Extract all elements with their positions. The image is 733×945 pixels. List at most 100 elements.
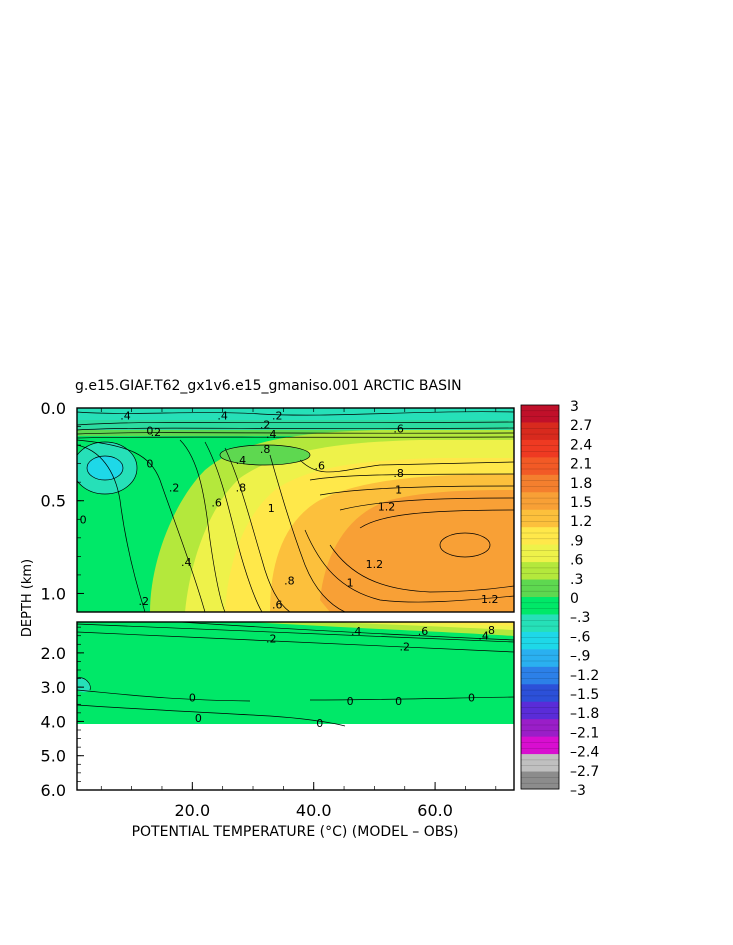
colorbar-label: 1.2 [570,514,592,530]
colorbar-swatch [521,719,559,738]
warm-core [439,532,491,558]
colorbar-label: 2.7 [570,418,592,434]
contour-label: 0 [195,712,202,725]
colorbar-swatch [521,457,559,476]
cold-pocket-west-inner [87,456,123,480]
surface-band-teal [77,420,514,430]
contour-label: 1 [347,576,354,589]
colorbar-swatch [521,492,559,511]
colorbar-label: 1.5 [570,495,592,511]
contour-label: .6 [418,625,429,638]
colorbar-label: –1.5 [570,687,599,703]
y-axis: 0.0 0.5 1.0 2.0 3.0 4.0 5.0 6.0 [41,399,84,800]
colorbar-swatch [521,684,559,703]
contour-label: .2 [260,419,271,432]
x-axis: 20.0 40.0 60.0 [100,408,497,820]
upper-panel-frame [76,407,515,613]
contour-label: .2 [266,632,277,645]
lower-panel [77,622,514,790]
colorbar-label: –3 [570,783,586,799]
colorbar-label: .9 [570,533,583,549]
contour-labels: .4.4.2.20.2.4.60.4.6.8.8.2 11.20.6.81.4 1.… [80,409,499,730]
colorbar-label: .6 [570,553,583,569]
contour-label: 1 [395,484,402,497]
x-tick-label: 20.0 [175,801,211,820]
colorbar-label: –.3 [570,610,590,626]
colorbar-swatch [521,405,559,423]
region-orange [320,490,514,612]
colorbar-label: –.9 [570,649,590,665]
colorbar-label: .3 [570,572,583,588]
y-upper-tick-label: 0.5 [41,492,66,511]
colorbar-swatch [521,754,559,773]
contour-label: .4 [478,630,489,643]
colorbar-label: 0 [570,591,579,607]
y-axis-label: DEPTH (km) [20,559,35,637]
contour-label: .6 [315,459,326,472]
contour-label: 0 [189,691,196,704]
contour-label: .8 [284,574,295,587]
y-lower-tick-label: 6.0 [41,781,66,800]
colorbar-label: 2.1 [570,457,592,473]
contour-label: .8 [484,624,495,637]
contour-label: 1 [268,502,275,515]
contour-label: 0 [146,458,153,471]
x-tick-label: 60.0 [417,801,453,820]
contour-label: .8 [393,467,404,480]
lower-cold-bump [77,677,91,693]
surface-band-cyan [77,408,514,420]
lower-warm-wedge-3 [400,622,514,626]
colorbar-swatch [521,701,559,720]
contour-label: 0 [80,513,87,526]
colorbar-label: –2.7 [570,764,599,780]
contour-label: .2 [139,595,150,608]
lower-panel-frame [76,621,515,791]
contour-label: .2 [169,482,180,495]
colorbar-swatch [521,439,559,458]
contour-label: .2 [272,409,283,422]
colorbar-swatch [521,422,559,441]
y-lower-tick-label: 5.0 [41,747,66,766]
contour-label: 0 [468,691,475,704]
x-tick-label: 40.0 [296,801,332,820]
contour-label: .4 [120,409,131,422]
y-lower-tick-label: 3.0 [41,678,66,697]
contour-label: 1.2 [481,593,499,606]
chart-title: g.e15.GIAF.T62_gx1v6.e15_gmaniso.001 ARC… [75,378,462,394]
colorbar-swatch [521,527,559,546]
contour-label: .8 [260,443,271,456]
colorbar-label: –2.1 [570,725,599,741]
contour-label: 0 [146,424,153,437]
colorbar-swatch [521,736,559,755]
colorbar-label: –1.2 [570,668,599,684]
contour-label: 0 [316,717,323,730]
y-lower-tick-label: 2.0 [41,644,66,663]
colorbar-label: 2.4 [570,437,592,453]
x-axis-label: POTENTIAL TEMPERATURE (°C) (MODEL – OBS) [132,824,459,840]
colorbar-swatch [521,771,559,790]
contour-label: .4 [181,556,192,569]
y-upper-tick-label: 1.0 [41,584,66,603]
colorbar-label: 3 [570,399,579,415]
contour-label: .4 [351,625,362,638]
colorbar-label: –1.8 [570,706,599,722]
contour-label: 0 [395,695,402,708]
contour-label: .6 [393,422,404,435]
contour-label: .4 [217,409,228,422]
contour-label: .8 [236,482,247,495]
contour-label: .6 [272,599,283,612]
contour-label: .4 [266,428,277,441]
contour-label: .6 [211,497,222,510]
contour-label: .2 [400,641,411,654]
contour-label: 1.2 [366,558,384,571]
y-upper-tick-label: 0.0 [41,399,66,418]
upper-panel [77,408,514,612]
upper-contours [77,411,514,612]
colorbar-swatch [521,666,559,685]
colorbar-swatch [521,579,559,598]
colorbar-frame [520,404,560,790]
green-tongue [220,445,310,465]
contour-label: 1.2 [378,500,396,513]
colorbar-swatch [521,649,559,668]
